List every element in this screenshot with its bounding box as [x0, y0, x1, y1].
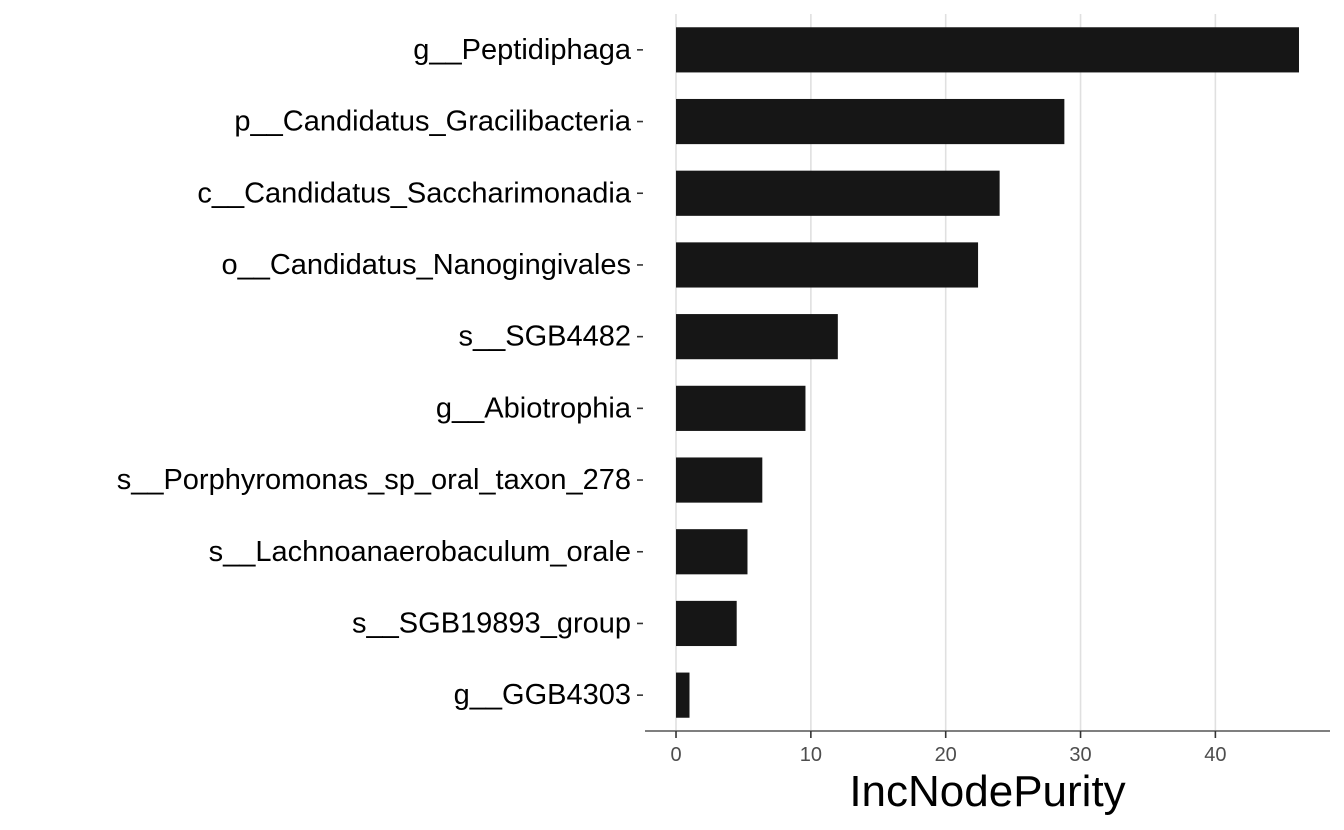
bar-c__Candidatus_Saccharimonadia [676, 170, 1000, 216]
category-label: s__Porphyromonas_sp_oral_taxon_278 [117, 464, 631, 496]
x-tick-label: 0 [670, 744, 681, 766]
x-tick-label: 20 [935, 744, 957, 766]
bar-s__SGB19893_group [676, 600, 737, 647]
category-label: s__SGB4482 [458, 321, 631, 353]
x-tick-label: 30 [1069, 744, 1091, 766]
category-label: o__Candidatus_Nanogingivales [221, 249, 631, 281]
bar-g__GGB4303 [676, 672, 690, 718]
category-labels: g__Peptidiphaga p__Candidatus_Gracilibact… [117, 34, 643, 711]
x-tick-label: 40 [1204, 744, 1226, 766]
bar-g__Abiotrophia [676, 385, 806, 431]
category-label: g__Abiotrophia [436, 392, 632, 424]
category-label: g__Peptidiphaga [413, 34, 632, 66]
x-tick-label: 10 [800, 744, 822, 766]
category-label: p__Candidatus_Gracilibacteria [234, 106, 631, 138]
bar-s__Lachnoanaerobaculum_orale [676, 529, 748, 575]
category-label: s__Lachnoanaerobaculum_orale [209, 536, 631, 568]
x-axis-title: IncNodePurity [849, 767, 1125, 816]
bars [676, 27, 1299, 718]
bar-o__Candidatus_Nanogingivales [676, 242, 979, 288]
bar-p__Candidatus_Gracilibacteria [676, 98, 1065, 145]
bar-s__SGB4482 [676, 314, 838, 360]
bar-s__Porphyromonas_sp_oral_taxon_278 [676, 457, 763, 503]
category-label: c__Candidatus_Saccharimonadia [197, 177, 632, 209]
category-label: g__GGB4303 [454, 679, 631, 711]
bar-g__Peptidiphaga [676, 27, 1299, 73]
category-label: s__SGB19893_group [352, 607, 631, 639]
x-axis-ticks: 0 10 20 30 40 [670, 731, 1227, 766]
